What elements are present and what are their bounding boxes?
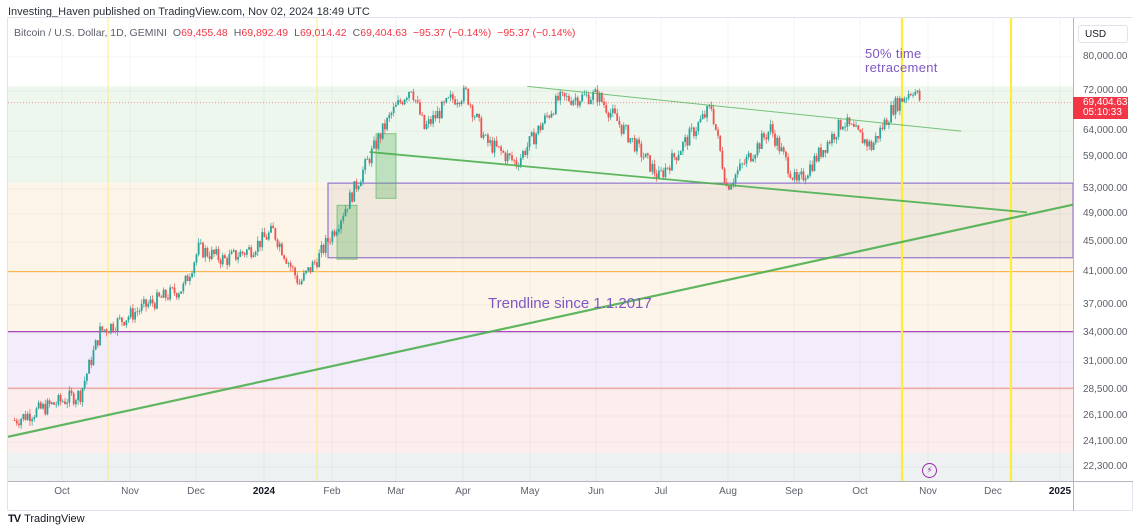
last-price-badge: 69,404.63 05:10:33 [1073, 97, 1128, 119]
price-tick: 26,100.00 [1083, 410, 1128, 421]
time-tick: Feb [323, 486, 341, 497]
symbol-legend: Bitcoin / U.S. Dollar, 1D, GEMINI O69,455… [14, 27, 575, 39]
time-tick: Aug [719, 486, 737, 497]
footer-brand: TV TradingView [8, 513, 85, 525]
close-label: C [352, 27, 361, 39]
price-tick: 34,000.00 [1083, 327, 1128, 338]
time-tick: Oct [852, 486, 868, 497]
price-tick: 24,100.00 [1083, 436, 1128, 447]
price-tick: 59,000.00 [1083, 151, 1128, 162]
price-tick: 64,000.00 [1083, 125, 1128, 136]
price-tick: 45,000.00 [1083, 236, 1128, 247]
candlestick-chart[interactable] [8, 18, 1073, 481]
price-tick: 28,500.00 [1083, 384, 1128, 395]
price-tick: 53,000.00 [1083, 183, 1128, 194]
tradingview-logo-icon: TV [8, 513, 21, 525]
plot-area[interactable] [8, 18, 1073, 481]
time-retracement-annotation[interactable]: 50% time retracement [865, 47, 938, 75]
annotation-line-2: retracement [865, 60, 938, 75]
open-value: 69,455.48 [181, 27, 228, 39]
time-tick: 2024 [252, 486, 276, 497]
price-tick: 22,300.00 [1083, 461, 1128, 472]
time-tick: May [520, 486, 540, 497]
change-value-2: −95.37 (−0.14%) [497, 27, 576, 39]
bar-countdown: 05:10:33 [1083, 107, 1122, 118]
currency-selector[interactable]: USD [1078, 25, 1128, 43]
symbol-name: Bitcoin / U.S. Dollar, 1D, GEMINI [14, 27, 167, 39]
price-axis[interactable] [1073, 18, 1133, 481]
time-tick: Apr [455, 486, 471, 497]
last-price-value: 69,404.63 [1083, 97, 1128, 108]
time-tick: 2025 [1048, 486, 1072, 497]
change-value: −95.37 (−0.14%) [412, 27, 492, 39]
price-tick: 31,000.00 [1083, 356, 1128, 367]
price-tick: 37,000.00 [1083, 299, 1128, 310]
publisher-line: Investing_Haven published on TradingView… [8, 6, 370, 18]
time-tick: Sep [785, 486, 803, 497]
low-label: L [294, 27, 300, 39]
time-tick: Nov [919, 486, 937, 497]
price-tick: 49,000.00 [1083, 208, 1128, 219]
close-value: 69,404.63 [360, 27, 407, 39]
price-tick: 41,000.00 [1083, 266, 1128, 277]
high-label: H [233, 27, 242, 39]
time-tick: Oct [54, 486, 70, 497]
price-tick: 72,000.00 [1083, 85, 1128, 96]
annotation-line-1: 50% time [865, 46, 922, 61]
axis-corner [1073, 481, 1133, 511]
open-label: O [172, 27, 182, 39]
time-tick: Nov [121, 486, 139, 497]
trendline-annotation[interactable]: Trendline since 1.1.2017 [488, 295, 652, 312]
time-tick: Mar [387, 486, 405, 497]
time-tick: Dec [187, 486, 205, 497]
low-value: 69,014.42 [299, 27, 347, 39]
price-tick: 80,000.00 [1083, 51, 1128, 62]
time-axis[interactable] [8, 481, 1073, 511]
lightning-event-icon[interactable]: ⚡ [922, 463, 937, 478]
time-tick: Jul [654, 486, 668, 497]
time-tick: Jun [587, 486, 605, 497]
high-value: 69,892.49 [241, 27, 289, 39]
time-tick: Dec [984, 486, 1002, 497]
brand-name: TradingView [24, 513, 85, 525]
